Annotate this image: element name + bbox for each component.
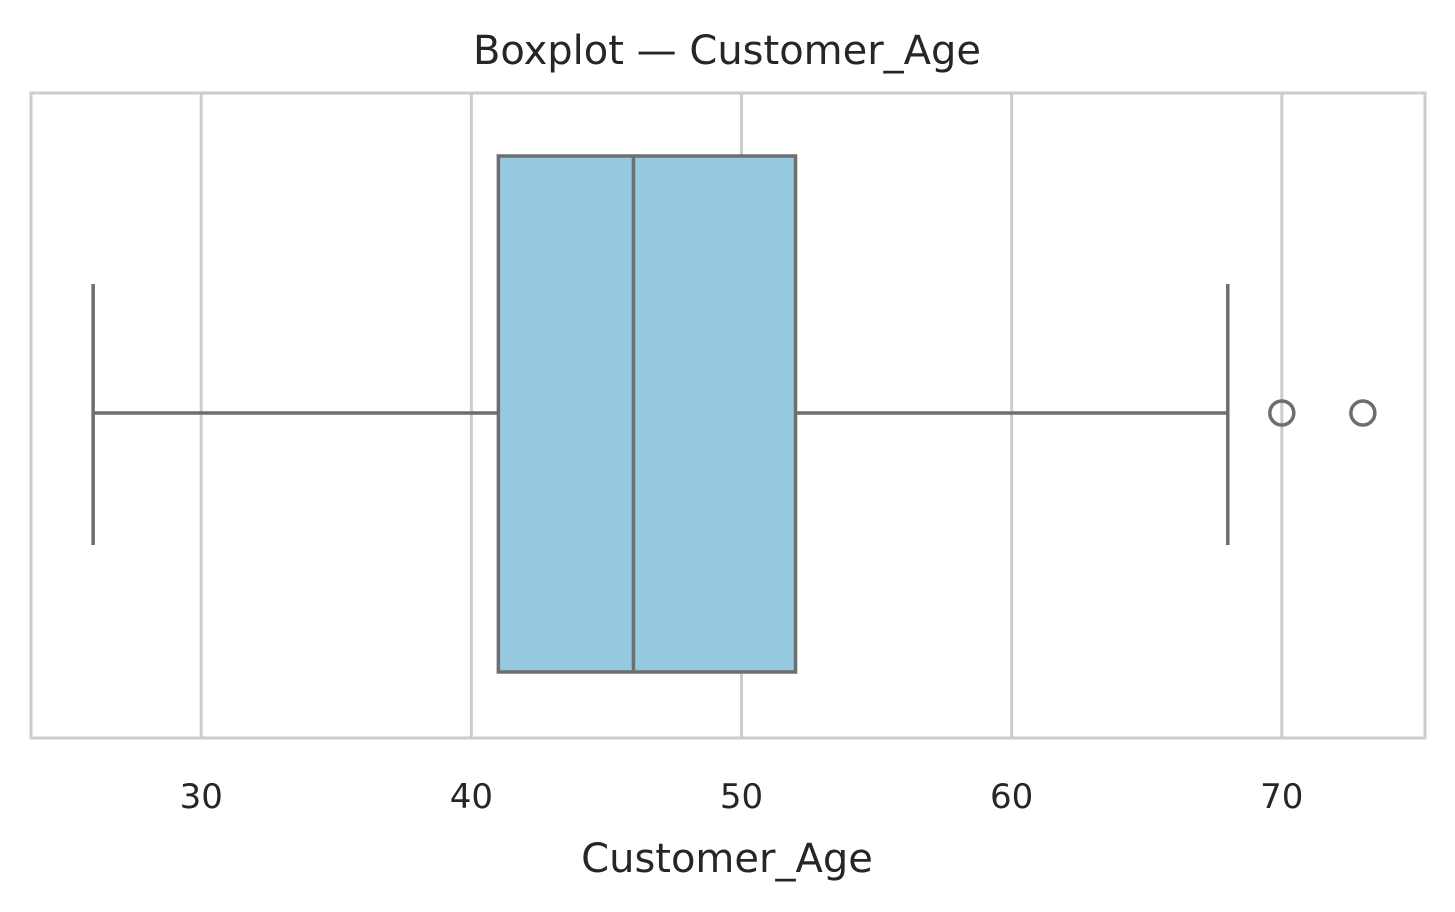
x-tick-label: 50 — [720, 777, 763, 817]
x-tick-label: 40 — [450, 777, 493, 817]
box-layer — [91, 154, 1377, 674]
x-tick-labels: 30 40 50 60 70 — [180, 777, 1304, 817]
x-axis-label: Customer_Age — [581, 836, 873, 882]
plot-frame — [29, 91, 1427, 740]
chart-title: Boxplot — Customer_Age — [473, 28, 981, 74]
outlier-point — [1349, 399, 1377, 427]
outlier-point — [1268, 399, 1296, 427]
x-tick-label: 30 — [180, 777, 223, 817]
x-tick-label: 60 — [990, 777, 1033, 817]
x-tick-label: 70 — [1260, 777, 1303, 817]
interquartile-box — [496, 154, 798, 674]
